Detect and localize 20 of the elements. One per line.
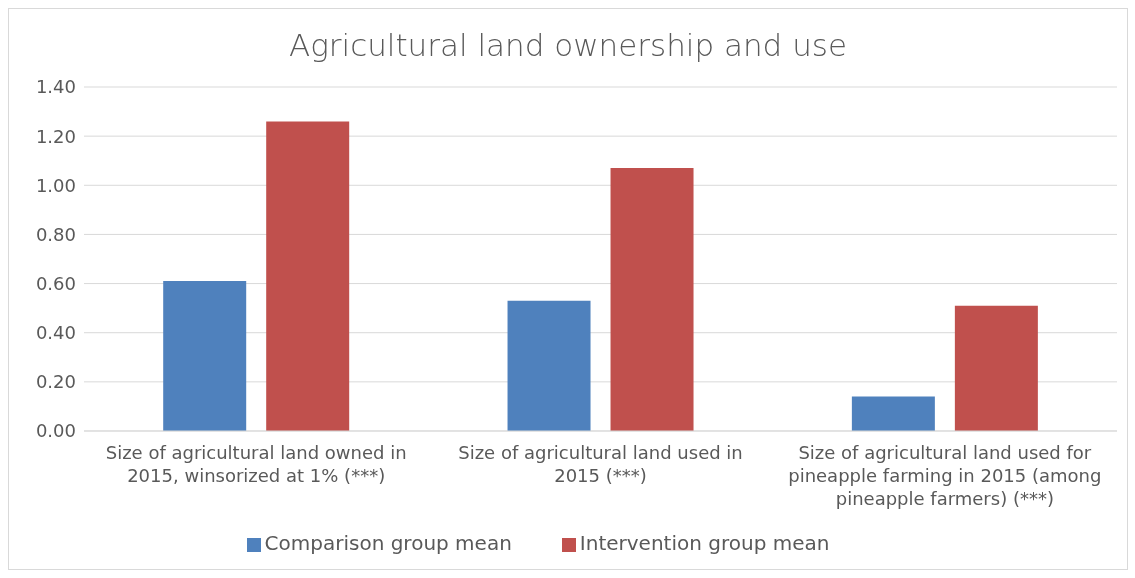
x-tick-label: Size of agricultural land used in 2015 (***) [458, 442, 743, 486]
y-tick-label: 0.40 [35, 322, 76, 344]
bar [851, 396, 935, 431]
y-tick-label: 1.40 [35, 76, 76, 98]
legend-label: Comparison group mean [264, 531, 512, 555]
chart-title: Agricultural land ownership and use [287, 26, 848, 65]
x-tick-label: Size of agricultural land owned in 2015, winsorized at 1% (***) [105, 442, 407, 486]
bar [954, 305, 1038, 431]
y-tick-label: 0.00 [35, 420, 76, 442]
y-tick-label: 0.20 [35, 371, 76, 393]
bar [266, 121, 350, 431]
y-tick-label: 1.00 [35, 174, 76, 196]
bar [507, 300, 591, 431]
legend-label: Intervention group mean [579, 531, 830, 555]
y-tick-label: 1.20 [35, 125, 76, 147]
y-tick-label: 0.80 [35, 223, 76, 245]
bar [163, 281, 247, 431]
y-tick-label: 0.60 [35, 272, 76, 294]
x-tick-label: Size of agricultural land used for pineapple farming in 2015 (among pineapple farmers) (***) [788, 442, 1102, 509]
bar [610, 168, 694, 431]
